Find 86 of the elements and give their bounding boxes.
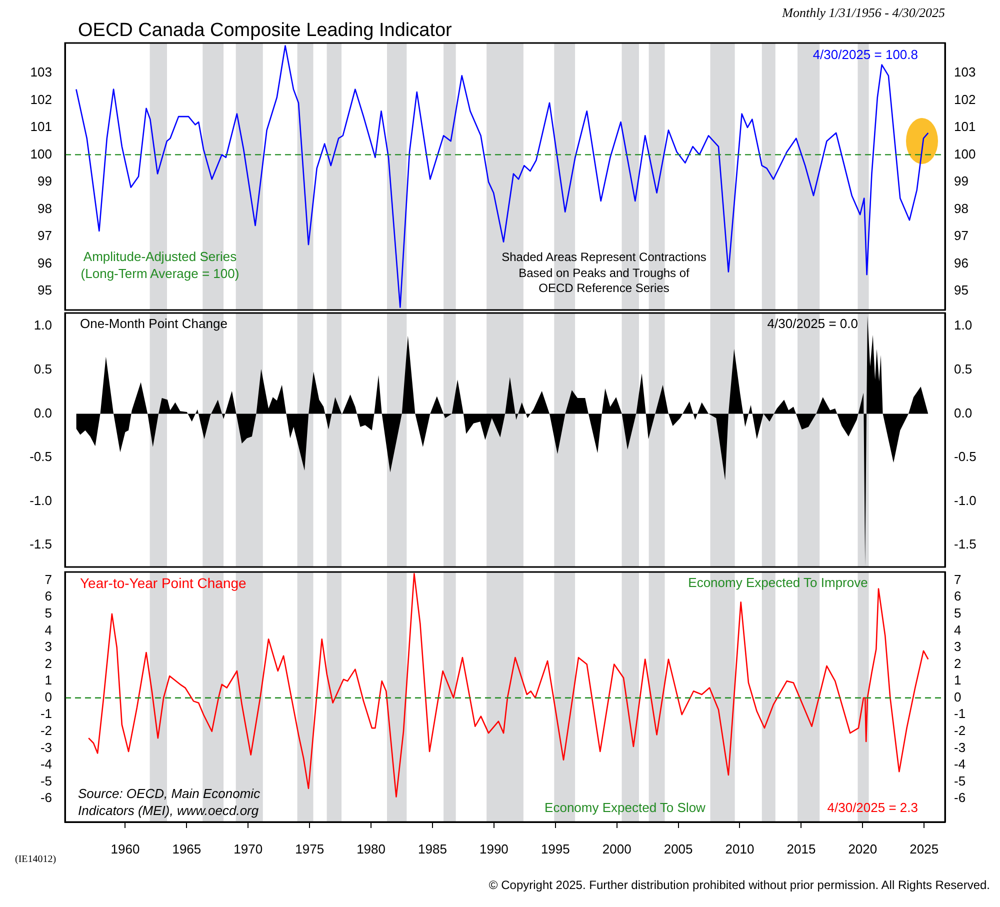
annotation: Source: OECD, Main Economic Indicators (MEI), www.oecd.org <box>78 786 260 820</box>
y2-tick-label: 3 <box>954 639 962 654</box>
chart-title: OECD Canada Composite Leading Indicator <box>78 19 452 43</box>
y-tick-label: -1.0 <box>30 492 52 508</box>
y-tick-label: 98 <box>38 200 52 216</box>
y2-tick-label: 4 <box>954 622 962 638</box>
y2-tick-label: 5 <box>954 606 962 621</box>
y-tick-label: -4 <box>40 756 52 772</box>
y2-tick-label: -5 <box>954 773 966 788</box>
y2-tick-label: -4 <box>954 756 966 772</box>
y2-tick-label: -1.5 <box>954 536 976 552</box>
x-tick-label: 2005 <box>664 841 693 856</box>
x-tick-label: 1995 <box>540 841 570 856</box>
annotation: Amplitude-Adjusted Series (Long-Term Average = 100) <box>80 249 240 283</box>
annotation: Shaded Areas Represent Contractions Based on Peaks and Troughs of OECD Reference Series <box>502 250 706 297</box>
y2-tick-label: 0 <box>954 689 962 704</box>
y-tick-label: -0.5 <box>30 449 52 464</box>
x-tick-label: 1965 <box>172 841 202 856</box>
y-tick-label: 0.5 <box>34 362 52 377</box>
y-tick-label: 0.0 <box>34 405 52 420</box>
x-tick-label: 1970 <box>234 841 263 856</box>
annotation: Economy Expected To Slow <box>544 800 706 817</box>
y2-tick-label: 1.0 <box>954 318 972 333</box>
y-tick-label: -1.5 <box>30 536 52 552</box>
y-tick-label: 1.0 <box>34 318 52 333</box>
y-tick-label: 0 <box>44 689 52 704</box>
x-tick-label: 2010 <box>725 841 754 856</box>
x-tick-label: 1975 <box>295 841 324 856</box>
y2-tick-label: 97 <box>954 228 968 244</box>
y-tick-label: 7 <box>44 572 52 587</box>
y-tick-label: 6 <box>44 588 52 604</box>
y-tick-label: -5 <box>40 773 52 788</box>
y-tick-label: 5 <box>44 606 52 621</box>
y2-tick-label: 103 <box>954 64 976 80</box>
chart-subtitle: Monthly 1/31/1956 - 4/30/2025 <box>782 5 945 22</box>
y2-tick-label: 98 <box>954 200 968 216</box>
x-tick-label: 2025 <box>910 841 939 856</box>
y-tick-label: 95 <box>38 282 52 298</box>
y2-tick-label: 102 <box>954 92 976 107</box>
x-tick-label: 2000 <box>602 841 632 856</box>
annotation: 4/30/2025 = 100.8 <box>812 47 918 64</box>
y-tick-label: 101 <box>30 119 52 134</box>
y-tick-label: 3 <box>44 639 52 654</box>
chart-title: Year-to-Year Point Change <box>80 574 246 592</box>
y2-tick-label: 100 <box>954 146 976 162</box>
y2-tick-label: 6 <box>954 588 962 604</box>
x-tick-label: 1980 <box>356 841 386 856</box>
y2-tick-label: -2 <box>954 722 966 738</box>
x-tick-label: 1990 <box>479 841 508 856</box>
y2-tick-label: -1.0 <box>954 492 976 508</box>
annotation: 4/30/2025 = 0.0 <box>767 316 858 333</box>
y2-tick-label: 2 <box>954 656 962 671</box>
x-tick-label: 2015 <box>786 841 816 856</box>
y2-tick-label: 99 <box>954 174 968 189</box>
y-tick-label: -3 <box>40 740 52 755</box>
y-tick-label: -6 <box>40 790 52 806</box>
y2-tick-label: 95 <box>954 282 968 298</box>
y-tick-label: 102 <box>30 92 52 107</box>
x-tick-label: 1985 <box>418 841 447 856</box>
x-tick-label: 2020 <box>848 841 878 856</box>
y2-tick-label: 0.0 <box>954 405 972 420</box>
y-tick-label: 4 <box>44 622 52 638</box>
y2-tick-label: -0.5 <box>954 449 976 464</box>
y-tick-label: 103 <box>30 64 52 80</box>
y-tick-label: 99 <box>38 174 52 189</box>
y2-tick-label: 101 <box>954 119 976 134</box>
chart-title: One-Month Point Change <box>80 316 228 333</box>
y2-tick-label: 0.5 <box>954 362 972 377</box>
y-tick-label: 100 <box>30 146 52 162</box>
y-tick-label: 2 <box>44 656 52 671</box>
y2-tick-label: -6 <box>954 790 966 806</box>
y-tick-label: 96 <box>38 255 52 270</box>
y-tick-label: 97 <box>38 228 52 244</box>
y2-tick-label: 96 <box>954 255 968 270</box>
annotation: Economy Expected To Improve <box>688 575 868 592</box>
y2-tick-label: 7 <box>954 572 962 587</box>
y2-tick-label: 1 <box>954 672 962 688</box>
text: © Copyright 2025. Further distribution prohibited without prior permission. All Rights Reserved. <box>488 878 990 894</box>
x-tick-label: 1960 <box>110 841 140 856</box>
y2-tick-label: -1 <box>954 706 966 722</box>
y-tick-label: -2 <box>40 722 52 738</box>
text: (IE14012) <box>15 853 56 866</box>
y2-tick-label: -3 <box>954 740 966 755</box>
y-tick-label: 1 <box>44 672 52 688</box>
y-tick-label: -1 <box>40 706 52 722</box>
annotation: 4/30/2025 = 2.3 <box>827 800 918 817</box>
